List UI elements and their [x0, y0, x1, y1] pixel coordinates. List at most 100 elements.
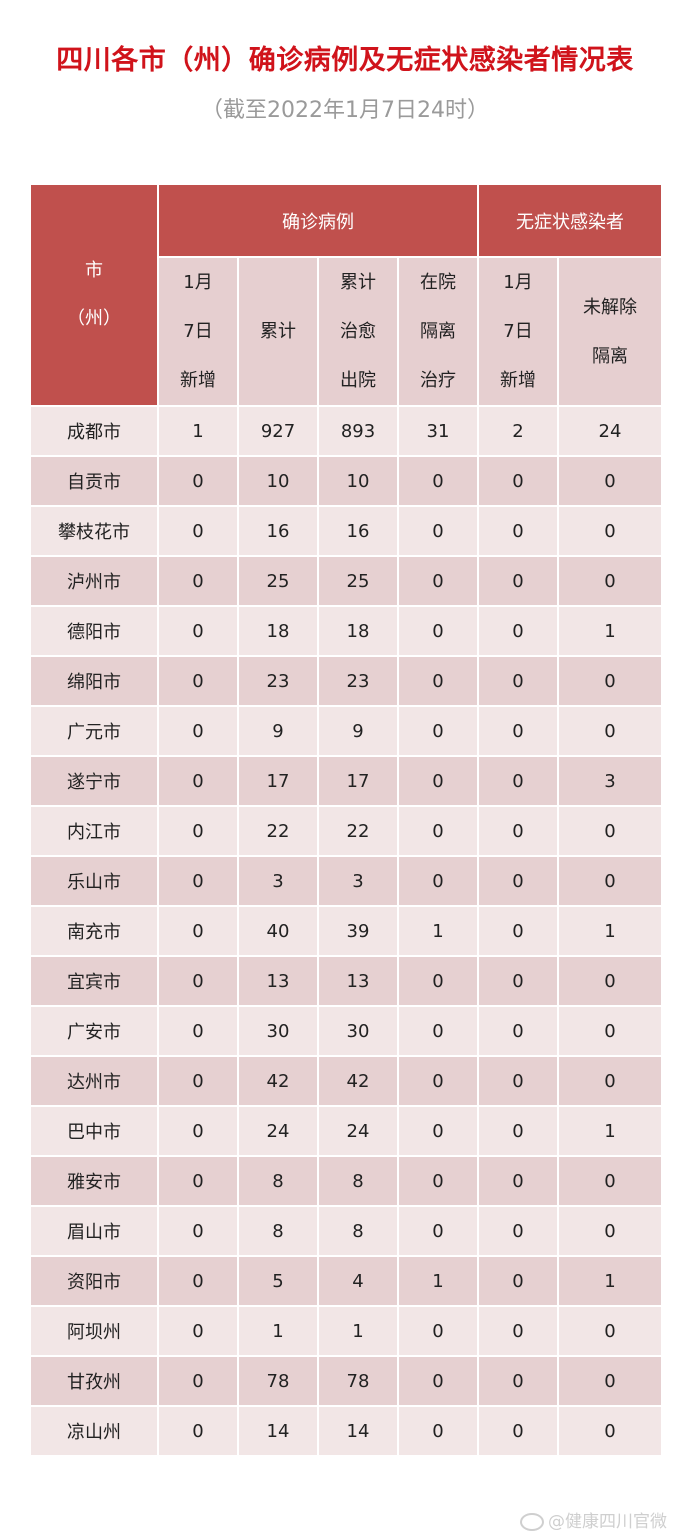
value-cell: 1	[157, 405, 239, 457]
city-cell: 遂宁市	[29, 755, 159, 807]
value-cell: 10	[237, 455, 319, 507]
city-cell: 甘孜州	[29, 1355, 159, 1407]
value-cell: 0	[157, 505, 239, 557]
page-subtitle: （截至2022年1月7日24时）	[201, 98, 489, 123]
value-cell: 0	[157, 1255, 239, 1307]
value-cell: 1	[397, 1255, 479, 1307]
value-cell: 0	[557, 955, 663, 1007]
value-cell: 0	[477, 1305, 559, 1357]
value-cell: 0	[157, 455, 239, 507]
table-row: 广安市 0 30 30 0 0 0	[29, 1005, 663, 1057]
value-cell: 0	[557, 455, 663, 507]
value-cell: 1	[237, 1305, 319, 1357]
value-cell: 30	[317, 1005, 399, 1057]
value-cell: 0	[477, 805, 559, 857]
value-cell: 3	[237, 855, 319, 907]
value-cell: 9	[317, 705, 399, 757]
value-cell: 0	[477, 605, 559, 657]
value-cell: 0	[477, 455, 559, 507]
city-cell: 广安市	[29, 1005, 159, 1057]
value-cell: 18	[317, 605, 399, 657]
city-cell: 凉山州	[29, 1405, 159, 1457]
value-cell: 0	[397, 855, 479, 907]
value-cell: 18	[237, 605, 319, 657]
value-cell: 8	[237, 1155, 319, 1207]
value-cell: 0	[477, 1055, 559, 1107]
watermark-text: @健康四川官微	[548, 1512, 667, 1532]
value-cell: 3	[557, 755, 663, 807]
value-cell: 927	[237, 405, 319, 457]
value-cell: 0	[477, 1405, 559, 1457]
table-row: 达州市 0 42 42 0 0 0	[29, 1055, 663, 1107]
value-cell: 22	[317, 805, 399, 857]
value-cell: 14	[317, 1405, 399, 1457]
value-cell: 0	[397, 505, 479, 557]
value-cell: 0	[557, 1205, 663, 1257]
value-cell: 39	[317, 905, 399, 957]
column-header: 未解除 隔离	[557, 256, 663, 407]
value-cell: 0	[557, 1055, 663, 1107]
value-cell: 0	[397, 1105, 479, 1157]
column-header: 1月 7日 新增	[157, 256, 239, 407]
value-cell: 0	[397, 755, 479, 807]
city-cell: 成都市	[29, 405, 159, 457]
table-row: 南充市 0 40 39 1 0 1	[29, 905, 663, 957]
value-cell: 5	[237, 1255, 319, 1307]
table-row: 凉山州 0 14 14 0 0 0	[29, 1405, 663, 1457]
city-cell: 达州市	[29, 1055, 159, 1107]
value-cell: 40	[237, 905, 319, 957]
watermark: @健康四川官微	[520, 1507, 667, 1532]
value-cell: 17	[237, 755, 319, 807]
value-cell: 0	[157, 1155, 239, 1207]
value-cell: 0	[477, 1105, 559, 1157]
city-cell: 广元市	[29, 705, 159, 757]
value-cell: 4	[317, 1255, 399, 1307]
table-row: 内江市 0 22 22 0 0 0	[29, 805, 663, 857]
value-cell: 1	[397, 905, 479, 957]
city-cell: 内江市	[29, 805, 159, 857]
table-row: 遂宁市 0 17 17 0 0 3	[29, 755, 663, 807]
value-cell: 0	[477, 1155, 559, 1207]
value-cell: 0	[157, 605, 239, 657]
value-cell: 1	[317, 1305, 399, 1357]
value-cell: 0	[397, 1205, 479, 1257]
value-cell: 10	[317, 455, 399, 507]
value-cell: 0	[397, 655, 479, 707]
value-cell: 0	[477, 1205, 559, 1257]
value-cell: 0	[397, 1355, 479, 1407]
value-cell: 0	[557, 655, 663, 707]
value-cell: 0	[157, 755, 239, 807]
value-cell: 31	[397, 405, 479, 457]
column-header: 在院 隔离 治疗	[397, 256, 479, 407]
city-cell: 泸州市	[29, 555, 159, 607]
value-cell: 0	[157, 1005, 239, 1057]
column-header: 1月 7日 新增	[477, 256, 559, 407]
value-cell: 0	[477, 555, 559, 607]
value-cell: 0	[157, 705, 239, 757]
city-cell: 乐山市	[29, 855, 159, 907]
value-cell: 0	[557, 505, 663, 557]
value-cell: 0	[157, 905, 239, 957]
value-cell: 1	[557, 605, 663, 657]
header-city: 市 （州）	[29, 183, 159, 407]
table-row: 广元市 0 9 9 0 0 0	[29, 705, 663, 757]
header-confirmed: 确诊病例	[157, 183, 479, 258]
value-cell: 22	[237, 805, 319, 857]
value-cell: 0	[557, 1155, 663, 1207]
value-cell: 0	[557, 705, 663, 757]
value-cell: 0	[557, 1355, 663, 1407]
value-cell: 0	[557, 855, 663, 907]
value-cell: 0	[157, 1055, 239, 1107]
value-cell: 2	[477, 405, 559, 457]
value-cell: 8	[317, 1155, 399, 1207]
table-row: 宜宾市 0 13 13 0 0 0	[29, 955, 663, 1007]
city-cell: 绵阳市	[29, 655, 159, 707]
value-cell: 17	[317, 755, 399, 807]
value-cell: 23	[237, 655, 319, 707]
city-cell: 眉山市	[29, 1205, 159, 1257]
value-cell: 0	[157, 805, 239, 857]
value-cell: 0	[477, 1005, 559, 1057]
value-cell: 9	[237, 705, 319, 757]
value-cell: 0	[477, 705, 559, 757]
column-header: 累计 治愈 出院	[317, 256, 399, 407]
